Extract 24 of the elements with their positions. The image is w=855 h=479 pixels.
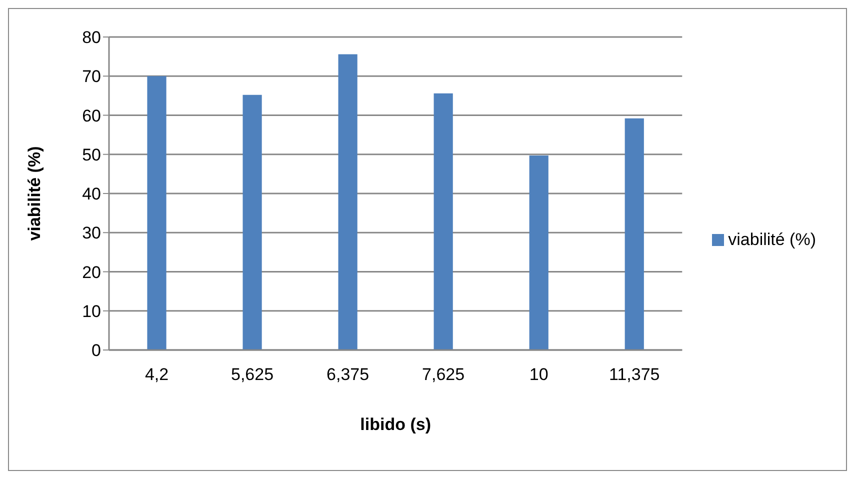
x-tick-label: 5,625 [231, 365, 274, 384]
y-tick-label: 50 [82, 145, 101, 164]
x-tick-label: 10 [529, 365, 548, 384]
y-tick-label: 0 [92, 341, 101, 360]
bar [147, 76, 166, 350]
bar [529, 156, 548, 350]
x-axis-title: libido (s) [360, 415, 431, 434]
y-axis-title: viabilité (%) [25, 146, 44, 241]
y-tick-label: 70 [82, 67, 101, 86]
y-tick-label: 10 [82, 302, 101, 321]
bar [624, 118, 644, 350]
x-tick-label: 6,375 [326, 365, 370, 384]
y-tick-label: 60 [82, 106, 101, 126]
y-tick-label: 80 [82, 28, 101, 48]
y-tick-label: 30 [82, 224, 101, 243]
y-tick-label: 40 [82, 184, 101, 204]
x-tick-label: 11,375 [609, 365, 660, 384]
legend-label: viabilité (%) [728, 230, 816, 248]
y-tick-label: 20 [82, 262, 101, 282]
bar [434, 93, 453, 350]
bar [338, 54, 358, 350]
x-tick-label: 7,625 [422, 365, 465, 384]
x-tick-label: 4,2 [144, 365, 169, 384]
bar [242, 94, 262, 350]
